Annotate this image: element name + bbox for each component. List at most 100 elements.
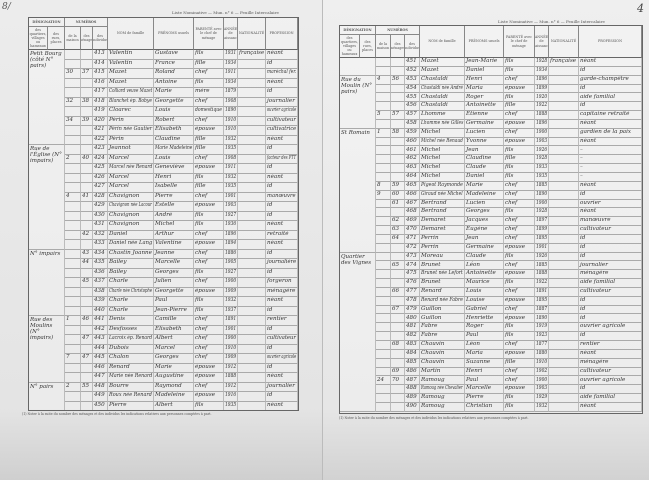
cell-menage [81,297,93,307]
cell-parente: fils [504,164,535,173]
cell-text-nom: Michel [421,164,441,171]
cell-prenom: Germaine [465,119,504,129]
cell-text-parente: épouse [505,385,526,392]
cell-parente: épouse [504,270,535,280]
cell-text-menage: 44 [82,259,90,266]
cell-text-individu: 458 [406,120,417,127]
cell-text-annee: 1900 [536,128,548,135]
cell-parente: épouse [504,349,535,359]
cell-nationalite [238,344,266,354]
cell-parente: épouse [194,126,224,136]
cell-text-parente: fils [505,93,514,100]
cell-maison [65,135,81,145]
cell-text-prenom: Paul [155,297,168,304]
cell-text-profession: néant [580,208,597,215]
cell-individu: 439 [93,297,108,307]
cell-nom: Moreau [420,252,465,262]
cell-nom: Daniel [108,230,154,240]
cell-text-parente: chef [195,249,208,256]
cell-profession: journalière [266,259,298,269]
cell-nationalite [238,287,266,297]
cell-menage [81,268,93,278]
cell-text-prenom: Pierre [155,192,173,199]
cell-individu: 435 [93,259,108,269]
cell-text-prenom: Léon [466,261,480,268]
cell-text-profession: id [580,243,586,250]
cell-text-prenom: Georgette [155,97,184,104]
cell-parente: chef [194,116,224,126]
cell-maison [65,373,81,383]
cell-text-nom: Lhomme née Gilles [421,120,464,127]
cell-text-parente: fille [505,102,516,109]
cell-text-annee: 1910 [225,126,237,133]
cell-nationalite [238,164,266,174]
cell-parente: chef [504,305,535,315]
column-header-quartier: des quartiers, villages ou hameaux [29,27,48,50]
cell-text-individu: 434 [94,249,105,256]
cell-text-individu: 455 [406,93,417,100]
cell-individu: 462 [405,155,420,165]
cell-nom: Chastaldi [420,102,465,112]
column-header-menage: des ménages [391,35,405,58]
cell-individu: 483 [405,341,420,350]
quartier-label: Quartier des Vignes [340,252,376,412]
cell-text-nom: Renard [109,363,130,370]
cell-text-parente: chef [505,111,518,118]
cell-maison [376,358,391,368]
cell-nationalite [238,401,266,410]
cell-profession: id [579,296,642,306]
cell-text-profession: id [267,363,273,370]
cell-text-menage: 55 [82,382,90,389]
cell-text-individu: 419 [94,107,105,114]
cell-text-individu: 416 [94,78,105,85]
cell-nationalite [238,373,266,383]
cell-text-nom: Demaret [421,226,446,233]
cell-nationalite [238,202,266,212]
cell-text-profession: cultivateur [580,288,611,295]
cell-text-annee: 1895 [536,235,548,241]
cell-prenom: Maria [465,349,504,359]
cell-parente: fils [504,146,535,156]
cell-profession: ouvrier agricole [266,354,298,364]
cell-annee: 1905 [224,259,238,269]
cell-text-annee: 1891 [225,316,237,323]
cell-text-individu: 464 [406,173,417,180]
cell-nom: Valentin [108,59,154,69]
cell-individu: 473 [405,252,420,262]
cell-parente: fille [504,358,535,368]
cell-text-individu: 462 [406,155,417,162]
cell-text-maison: 9 [377,190,381,197]
cell-profession: néant [579,208,642,218]
cell-text-nom: Bertrand [421,199,447,206]
cell-maison [376,137,391,147]
cell-text-nom: Chastaldi [421,102,448,109]
cell-text-individu: 474 [406,261,417,268]
cell-nationalite [549,102,579,112]
cell-text-parente: épouse [195,240,216,247]
cell-menage [391,137,405,147]
cell-parente: fils [504,323,535,333]
cell-maison: 1 [376,128,391,138]
cell-maison [65,297,81,307]
cell-text-profession: id [267,325,273,332]
cell-individu: 421 [93,126,108,136]
cell-nom: Michel née Renaud [420,137,465,147]
cell-prenom: Louis [154,107,194,117]
cell-annee: 1937 [224,306,238,316]
cell-profession: gardien de la paix [579,128,642,138]
cell-parente: chef [194,382,224,392]
cell-profession: id [266,306,298,316]
cell-prenom: Raymond [154,382,194,392]
cell-text-individu: 486 [406,367,417,374]
cell-nationalite [549,199,579,209]
cell-text-parente: fils [505,66,514,73]
cell-text-parente: chef [195,154,208,161]
cell-profession: cultivateur [266,116,298,126]
cell-text-annee: 1890 [536,190,548,197]
quartier-cell [340,58,376,76]
cell-annee: 1901 [535,243,549,253]
cell-parente: fille [504,155,535,165]
cell-text-menage: 41 [82,192,90,199]
cell-nom: Denis [108,316,154,326]
cell-text-profession: id [580,332,586,339]
